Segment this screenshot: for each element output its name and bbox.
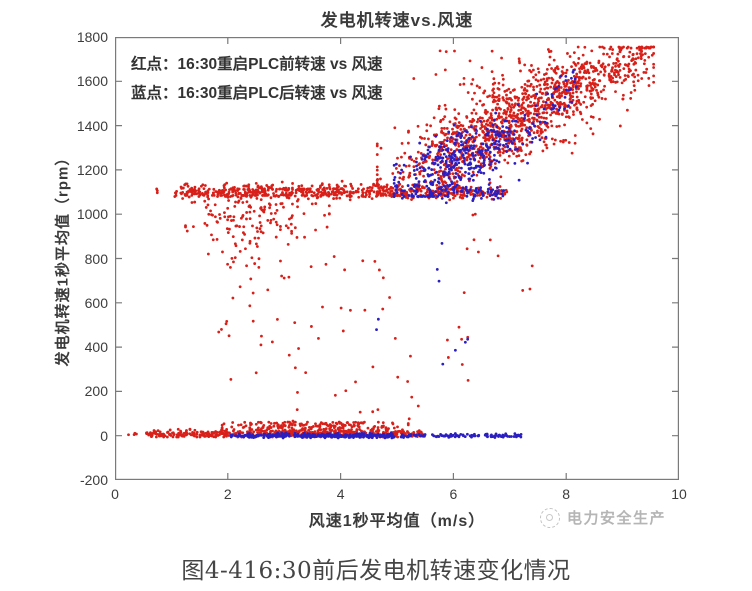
y-tick-label: 1800 (76, 29, 108, 45)
watermark-text: 电力安全生产 (567, 510, 667, 527)
y-axis-label: 发电机转速1秒平均值（rpm） (54, 149, 72, 367)
y-tick-label: 200 (84, 383, 108, 400)
y-tick-label: 800 (84, 250, 108, 267)
figure-caption: 图4-416:30前后发电机转速变化情况 (181, 558, 571, 584)
chart-title: 发电机转速vs.风速 (320, 11, 474, 30)
y-tick-label: 1200 (76, 161, 108, 178)
y-tick-label: 0 (100, 427, 108, 444)
x-tick-label: 4 (336, 486, 345, 502)
y-tick-label: 1000 (76, 206, 108, 223)
plot-area (115, 37, 679, 480)
x-tick-label: 8 (562, 486, 571, 502)
y-tick-label: -200 (79, 472, 108, 488)
watermark-logo-icon (540, 507, 560, 528)
x-axis-label: 风速1秒平均值（m/s） (308, 513, 486, 530)
x-tick-label: 2 (223, 486, 232, 502)
x-tick-label: 10 (671, 486, 687, 502)
y-tick-label: 1400 (76, 117, 108, 134)
y-tick-label: 1600 (76, 73, 108, 90)
y-tick-label: 400 (84, 339, 108, 356)
x-tick-label: 6 (449, 486, 458, 502)
x-tick-label: 0 (111, 486, 119, 502)
watermark: 电力安全生产 (540, 507, 666, 528)
y-tick-label: 600 (84, 294, 108, 311)
scatter-plot-canvas (115, 37, 679, 480)
